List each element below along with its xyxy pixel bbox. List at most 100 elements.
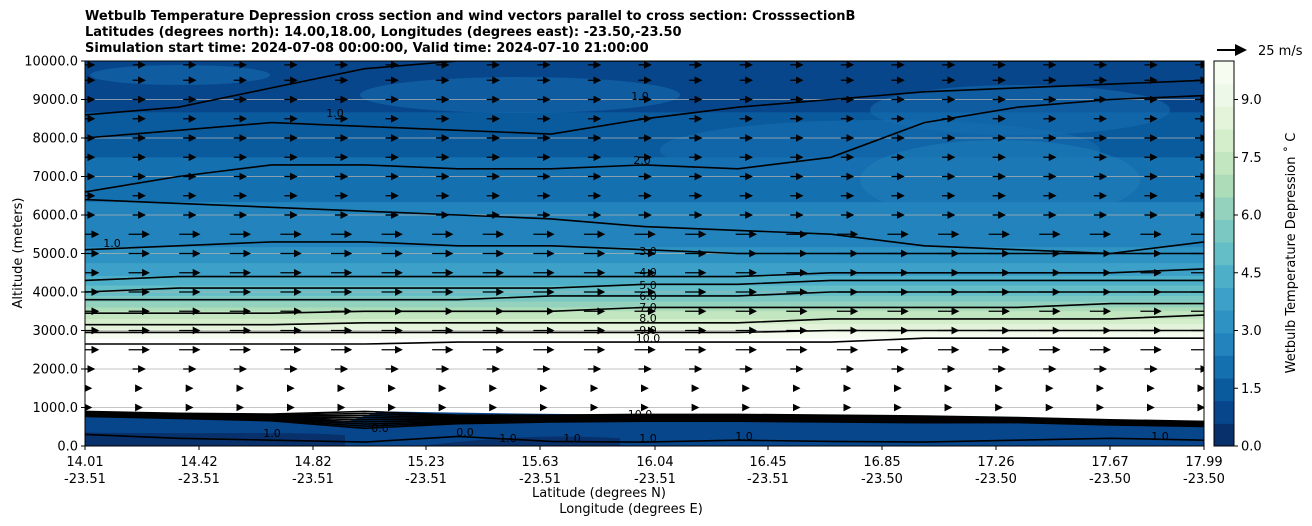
wind-key-label: 25 m/s <box>1258 44 1303 59</box>
surface-patch <box>420 436 620 446</box>
y-tick-label: 6000.0 <box>33 209 79 224</box>
contour-6 <box>85 291 1204 301</box>
colorbar-segment <box>1214 423 1234 447</box>
y-tick-label: 9000.0 <box>33 93 79 108</box>
filled-band <box>85 292 1204 295</box>
y-tick-label: 5000.0 <box>33 247 79 262</box>
x-tick-label-lon: -23.51 <box>747 472 789 487</box>
x-tick-label-lon: -23.51 <box>292 472 334 487</box>
filled-band <box>85 234 1204 242</box>
filled-band <box>85 333 1204 335</box>
contour-label: 1.0 <box>631 90 649 103</box>
filled-band <box>85 105 1204 113</box>
contour-label: 1.0 <box>563 432 581 445</box>
colorbar-segment <box>1214 378 1234 402</box>
colorbar: 0.0 1.5 3.0 4.5 6.0 7.5 9.0 <box>1213 60 1262 455</box>
y-tick-label: 4000.0 <box>33 286 79 301</box>
filled-band <box>85 325 1204 328</box>
x-tick-label-lon: -23.51 <box>64 472 106 487</box>
filled-band <box>85 335 1204 338</box>
upper-patch <box>870 85 1170 135</box>
filled-band <box>85 256 1204 261</box>
contour-0 <box>85 433 1204 443</box>
contour-7 <box>85 302 1204 314</box>
x-tick-label-lon: -23.51 <box>178 472 220 487</box>
filled-band <box>85 269 1204 274</box>
filled-band <box>85 253 1204 258</box>
upper-patch <box>360 77 680 113</box>
filled-band <box>85 144 1204 152</box>
filled-band <box>85 315 1204 318</box>
x-axis-label-latitude: Latitude (degrees N) <box>532 486 666 501</box>
title-line-3: Simulation start time: 2024-07-08 00:00:… <box>85 41 649 56</box>
colorbar-label: Wetbulb Temperature Depression ˚ C <box>1283 133 1299 374</box>
contour-label: 0.0 <box>371 422 389 435</box>
colorbar-tick-label: 1.5 <box>1241 382 1262 397</box>
surface-contour <box>85 415 1204 430</box>
filled-band <box>85 240 1204 248</box>
title-line-1: Wetbulb Temperature Depression cross sec… <box>85 9 856 24</box>
filled-band <box>85 259 1204 264</box>
filled-band <box>85 322 1204 325</box>
x-tick-label-lat: 14.42 <box>180 455 217 470</box>
filled-band <box>85 334 1204 337</box>
x-axis: 14.01 -23.51 14.42 -23.51 14.82 -23.51 15.23 -2… <box>64 446 1225 487</box>
contour-label: 1.0 <box>1151 430 1169 443</box>
filled-band <box>85 327 1204 330</box>
x-tick-label-lon: -23.50 <box>861 472 903 487</box>
colorbar-segment <box>1214 128 1234 153</box>
filled-band <box>85 67 1204 75</box>
filled-band <box>85 279 1204 283</box>
y-tick-label: 0.0 <box>57 440 78 455</box>
filled-band <box>85 304 1204 307</box>
y-tick-label: 8000.0 <box>33 132 79 147</box>
filled-band <box>85 163 1204 171</box>
contour-label: 10.0 <box>636 332 661 345</box>
x-tick-label-lon: -23.50 <box>975 472 1017 487</box>
filled-band <box>85 275 1204 280</box>
contour-label: 0.0 <box>456 426 474 439</box>
x-tick-label-lat: 17.67 <box>1091 455 1128 470</box>
x-tick-label-lat: 16.45 <box>749 455 786 470</box>
chart-title: Wetbulb Temperature Depression cross sec… <box>85 9 855 57</box>
filled-band <box>85 221 1204 229</box>
contour-label: 1.0 <box>326 107 344 120</box>
colorbar-tick-label: 4.5 <box>1241 266 1262 281</box>
contour-lines: 1.01.02.03.04.05.06.07.08.09.010.00.010.… <box>85 61 1204 445</box>
y-tick-label: 1000.0 <box>33 401 79 416</box>
y-tick-label: 2000.0 <box>33 363 79 378</box>
x-tick-label-lat: 16.85 <box>863 455 900 470</box>
upper-patch <box>860 140 1140 220</box>
contour-label: 10.0 <box>628 408 653 421</box>
filled-band <box>85 247 1204 255</box>
filled-band <box>85 307 1204 310</box>
contour-label: 1.0 <box>639 432 657 445</box>
y-tick-label: 7000.0 <box>33 170 79 185</box>
plot-area: 1.01.02.03.04.05.06.07.08.09.010.00.010.… <box>85 61 1204 446</box>
x-tick-label-lat: 14.01 <box>66 455 103 470</box>
contour-3-upper <box>85 198 1204 255</box>
colorbar-segment <box>1214 196 1234 221</box>
filled-band <box>85 324 1204 326</box>
contour-1-upper <box>85 61 1204 116</box>
filled-band <box>85 227 1204 235</box>
colorbar-segment <box>1214 264 1234 288</box>
y-tick-label: 10000.0 <box>24 55 78 70</box>
upper-patch <box>90 65 270 85</box>
filled-band <box>85 301 1204 305</box>
colorbar-tick-label: 3.0 <box>1241 324 1262 339</box>
contour-2 <box>85 94 1204 193</box>
colorbar-segment <box>1214 287 1234 311</box>
filled-band <box>85 308 1204 311</box>
colorbar-segment <box>1214 174 1234 198</box>
colorbar-segment <box>1214 61 1234 85</box>
filled-band <box>85 330 1204 333</box>
colorbar-segment <box>1214 83 1234 107</box>
colorbar-tick-label: 9.0 <box>1241 93 1262 108</box>
x-axis-label-longitude: Longitude (degrees E) <box>559 502 703 517</box>
x-tick-label-lat: 15.23 <box>407 455 444 470</box>
filled-band <box>85 288 1204 293</box>
filled-band <box>85 299 1204 303</box>
contour-10 <box>85 337 1204 345</box>
x-tick-label-lon: -23.51 <box>405 472 447 487</box>
